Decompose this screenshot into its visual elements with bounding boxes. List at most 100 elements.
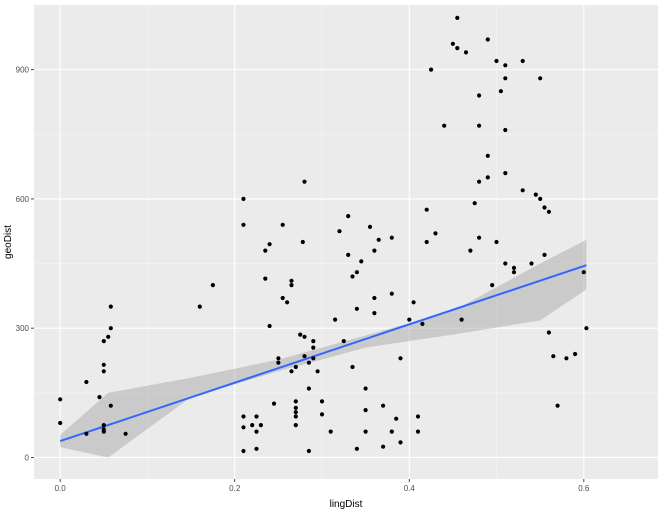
data-point xyxy=(485,37,490,42)
data-point xyxy=(433,231,438,236)
data-point xyxy=(442,123,447,128)
data-point xyxy=(311,339,316,344)
data-point xyxy=(267,323,272,329)
data-point xyxy=(503,171,508,176)
y-tick-label: 600 xyxy=(16,195,30,204)
data-point xyxy=(276,356,281,361)
data-point xyxy=(311,356,316,361)
data-point xyxy=(538,76,543,81)
data-point xyxy=(293,414,298,419)
data-point xyxy=(302,179,307,184)
data-point xyxy=(285,300,290,305)
data-point xyxy=(108,403,113,408)
data-point xyxy=(573,351,578,357)
x-axis-title: lingDist xyxy=(330,499,363,510)
y-axis-ticks: 0 300 600 900 xyxy=(16,66,34,462)
data-point xyxy=(293,364,298,370)
data-point xyxy=(263,276,268,281)
data-point xyxy=(258,423,263,428)
data-point xyxy=(84,379,89,385)
data-point xyxy=(359,259,364,264)
data-point xyxy=(101,429,106,434)
data-point xyxy=(389,291,394,296)
points-layer xyxy=(58,15,589,454)
data-point xyxy=(298,332,303,337)
data-point xyxy=(555,403,560,408)
data-point xyxy=(542,205,547,210)
data-point xyxy=(394,416,399,421)
data-point xyxy=(254,414,259,419)
data-point xyxy=(381,403,386,408)
data-point xyxy=(407,317,412,322)
data-point xyxy=(477,123,482,128)
data-point xyxy=(241,414,246,419)
y-axis-title: geoDist xyxy=(3,225,14,259)
data-point xyxy=(415,414,421,419)
data-point xyxy=(455,46,460,51)
data-point xyxy=(367,224,373,229)
data-point xyxy=(581,270,586,275)
data-point xyxy=(477,93,482,98)
data-point xyxy=(503,63,508,68)
data-point xyxy=(302,354,307,359)
data-point xyxy=(263,248,268,253)
data-point xyxy=(551,354,556,359)
data-point xyxy=(106,334,111,339)
data-point xyxy=(415,429,421,434)
data-point xyxy=(293,399,298,404)
data-point xyxy=(511,270,517,275)
data-point xyxy=(354,306,359,311)
data-point xyxy=(101,362,106,367)
data-point xyxy=(538,196,543,201)
data-point xyxy=(341,339,346,344)
data-point xyxy=(289,278,294,283)
data-point xyxy=(328,429,333,434)
data-point xyxy=(494,239,499,245)
data-point xyxy=(350,364,355,370)
data-point xyxy=(472,201,477,206)
data-point xyxy=(363,429,368,434)
data-point xyxy=(300,239,305,245)
y-tick-label: 300 xyxy=(16,324,30,333)
data-point xyxy=(363,408,368,413)
data-point xyxy=(108,326,113,331)
x-tick-label: 0.2 xyxy=(229,484,241,493)
data-point xyxy=(463,50,469,55)
data-point xyxy=(293,410,298,415)
data-point xyxy=(276,360,281,365)
data-point xyxy=(289,369,294,374)
data-point xyxy=(494,58,499,64)
data-point xyxy=(354,446,359,451)
data-point xyxy=(520,58,525,64)
data-point xyxy=(520,188,525,193)
data-point xyxy=(58,420,63,426)
data-point xyxy=(241,425,246,430)
data-point xyxy=(306,386,311,391)
data-point xyxy=(511,265,517,270)
panel-background xyxy=(34,5,658,479)
data-point xyxy=(254,429,259,434)
data-point xyxy=(450,41,455,46)
data-point xyxy=(389,235,394,240)
confidence-band xyxy=(60,239,587,458)
data-point xyxy=(306,448,311,454)
data-point xyxy=(459,317,464,322)
data-point xyxy=(84,431,89,436)
data-point xyxy=(241,448,246,454)
data-point xyxy=(58,397,63,402)
data-point xyxy=(280,295,285,301)
data-point xyxy=(319,399,325,404)
data-point xyxy=(280,222,285,227)
data-point xyxy=(546,330,552,335)
data-point xyxy=(490,283,495,288)
data-point xyxy=(542,252,547,257)
data-point xyxy=(381,444,386,449)
data-point xyxy=(389,429,394,434)
data-point xyxy=(372,311,377,316)
data-point xyxy=(420,321,425,326)
data-point xyxy=(363,386,368,391)
data-point xyxy=(584,326,589,331)
y-tick-label: 0 xyxy=(25,453,30,462)
data-point xyxy=(455,15,460,20)
